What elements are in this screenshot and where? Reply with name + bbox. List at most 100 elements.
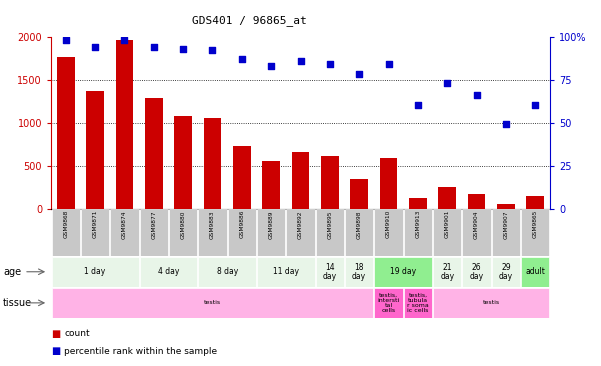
Text: GSM9901: GSM9901 [445, 210, 450, 238]
Text: 11 day: 11 day [273, 267, 299, 276]
Text: GSM9886: GSM9886 [239, 210, 245, 238]
Text: 18
day: 18 day [352, 263, 366, 281]
Bar [433, 288, 549, 318]
Text: GSM9907: GSM9907 [504, 210, 508, 239]
Bar [52, 257, 138, 287]
Bar [198, 257, 256, 287]
Text: 14
day: 14 day [323, 263, 337, 281]
Text: GSM9892: GSM9892 [298, 210, 303, 239]
Bar [374, 288, 403, 318]
Text: ■: ■ [51, 329, 60, 339]
Text: testis: testis [483, 300, 500, 305]
Bar [257, 257, 314, 287]
Bar [521, 209, 549, 256]
Bar [81, 209, 109, 256]
Bar [409, 198, 427, 209]
Bar [404, 209, 432, 256]
Bar [139, 257, 197, 287]
Bar [316, 257, 344, 287]
Text: GSM9874: GSM9874 [122, 210, 127, 239]
Text: age: age [3, 267, 21, 277]
Point [120, 37, 129, 43]
Text: GSM9880: GSM9880 [181, 210, 186, 239]
Text: GSM9871: GSM9871 [93, 210, 97, 238]
Text: GSM9910: GSM9910 [386, 210, 391, 238]
Point [61, 37, 70, 43]
Text: GSM9904: GSM9904 [474, 210, 479, 239]
Bar [492, 257, 520, 287]
Bar [345, 209, 373, 256]
Bar [463, 209, 490, 256]
Bar [468, 194, 486, 209]
Text: GSM9868: GSM9868 [63, 210, 69, 238]
Bar [380, 158, 397, 209]
Text: GSM9883: GSM9883 [210, 210, 215, 239]
Bar [57, 57, 75, 209]
Bar [374, 257, 432, 287]
Text: GSM9889: GSM9889 [269, 210, 273, 239]
Text: 29
day: 29 day [499, 263, 513, 281]
Bar [233, 146, 251, 209]
Text: testis,
intersti
tal
cells: testis, intersti tal cells [377, 293, 400, 313]
Bar [497, 204, 514, 209]
Point [383, 61, 393, 67]
Point [355, 71, 364, 77]
Point [442, 80, 452, 86]
Bar [492, 209, 520, 256]
Text: 4 day: 4 day [158, 267, 179, 276]
Point [296, 58, 305, 64]
Text: testis,
tubula
r soma
ic cells: testis, tubula r soma ic cells [407, 293, 429, 313]
Bar [321, 156, 338, 209]
Text: GSM9877: GSM9877 [151, 210, 156, 239]
Bar [374, 209, 403, 256]
Text: GSM9895: GSM9895 [328, 210, 332, 239]
Text: 21
day: 21 day [440, 263, 454, 281]
Bar [291, 152, 310, 209]
Bar [463, 257, 490, 287]
Text: 1 day: 1 day [85, 267, 106, 276]
Bar [52, 209, 80, 256]
Bar [111, 209, 138, 256]
Bar [433, 209, 462, 256]
Bar [145, 98, 163, 209]
Text: 26
day: 26 day [469, 263, 484, 281]
Point [472, 92, 481, 98]
Bar [87, 91, 104, 209]
Point [237, 56, 246, 62]
Text: ■: ■ [51, 346, 60, 356]
Text: GSM9913: GSM9913 [415, 210, 420, 238]
Text: 8 day: 8 day [216, 267, 238, 276]
Bar [228, 209, 256, 256]
Point [90, 44, 100, 50]
Bar [204, 118, 221, 209]
Point [149, 44, 159, 50]
Point [531, 102, 540, 108]
Bar [438, 187, 456, 209]
Bar [115, 40, 133, 209]
Text: tissue: tissue [3, 298, 32, 308]
Point [178, 46, 188, 52]
Bar [257, 209, 285, 256]
Text: count: count [64, 329, 90, 338]
Text: GSM9865: GSM9865 [532, 210, 538, 238]
Text: 19 day: 19 day [390, 267, 416, 276]
Bar [404, 288, 432, 318]
Text: testis: testis [204, 300, 221, 305]
Bar [169, 209, 197, 256]
Bar [316, 209, 344, 256]
Point [325, 61, 335, 67]
Bar [526, 196, 544, 209]
Bar [345, 257, 373, 287]
Bar [139, 209, 168, 256]
Bar [433, 257, 462, 287]
Point [501, 122, 511, 127]
Point [413, 102, 423, 108]
Bar [198, 209, 227, 256]
Bar [350, 179, 368, 209]
Point [208, 48, 218, 53]
Bar [263, 161, 280, 209]
Text: percentile rank within the sample: percentile rank within the sample [64, 347, 218, 356]
Text: GDS401 / 96865_at: GDS401 / 96865_at [192, 15, 307, 26]
Bar [521, 257, 549, 287]
Point [266, 63, 276, 69]
